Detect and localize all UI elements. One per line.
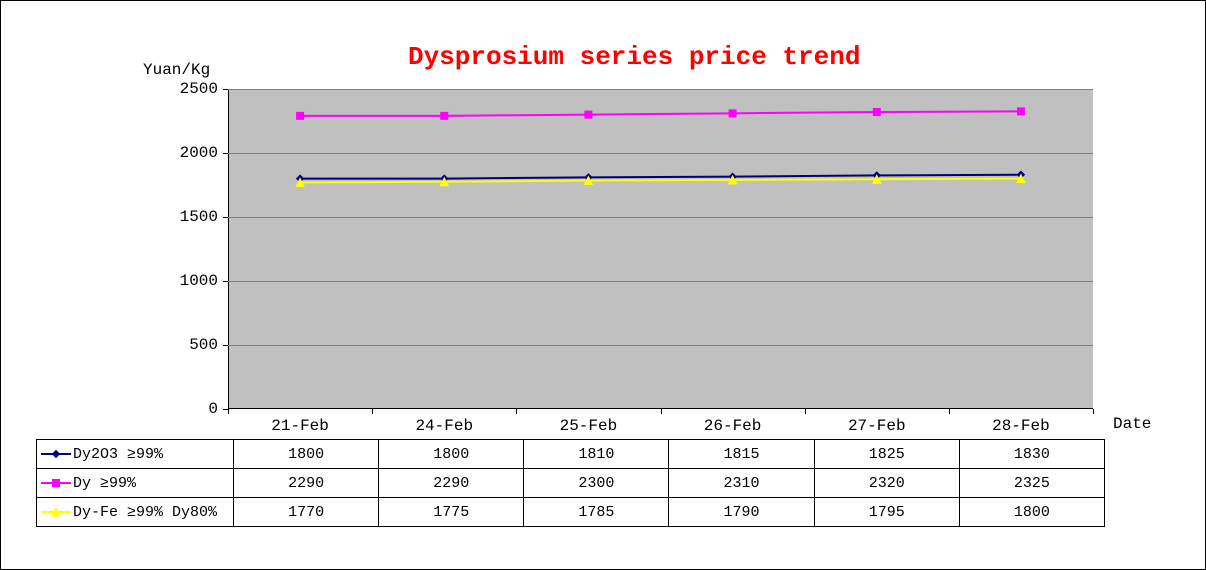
y-tick-label: 1500 <box>180 208 218 226</box>
legend-shape-icon <box>52 449 61 458</box>
series-marker <box>297 112 304 119</box>
x-tick <box>949 409 950 414</box>
x-tick-label: 24-Feb <box>415 417 473 435</box>
data-table: Dy2O3 ≥99%180018001810181518251830 Dy ≥9… <box>36 439 1105 527</box>
x-tick <box>228 409 229 414</box>
x-tick <box>805 409 806 414</box>
y-tick <box>223 281 228 282</box>
table-cell: 1815 <box>669 440 814 469</box>
table-cell: 2290 <box>234 469 379 498</box>
series-marker <box>441 112 448 119</box>
chart-svg <box>228 89 1093 409</box>
table-cell: 2320 <box>814 469 959 498</box>
x-tick-label: 21-Feb <box>271 417 329 435</box>
x-tick <box>516 409 517 414</box>
y-tick <box>223 89 228 90</box>
table-row: Dy ≥99%229022902300231023202325 <box>37 469 1105 498</box>
x-tick <box>1093 409 1094 414</box>
y-tick-label: 2000 <box>180 144 218 162</box>
table-cell: 1800 <box>379 440 524 469</box>
table-cell: 2310 <box>669 469 814 498</box>
table-cell: 1790 <box>669 498 814 527</box>
table-cell: 2325 <box>959 469 1104 498</box>
table-cell: 1800 <box>234 440 379 469</box>
table-cell: 1800 <box>959 498 1104 527</box>
legend-marker <box>41 478 71 488</box>
series-line <box>300 175 1021 179</box>
plot-area: 0500100015002000250021-Feb24-Feb25-Feb26… <box>228 89 1093 409</box>
y-tick-label: 2500 <box>180 80 218 98</box>
series-marker <box>585 111 592 118</box>
table-cell: 1825 <box>814 440 959 469</box>
table-cell: 1775 <box>379 498 524 527</box>
gridline <box>228 217 1093 218</box>
title-line-1: Dysprosium series price trend <box>408 42 860 72</box>
table-cell: 1785 <box>524 498 669 527</box>
series-marker <box>873 109 880 116</box>
series-name: Dy2O3 ≥99% <box>73 446 163 463</box>
series-marker <box>1017 108 1024 115</box>
x-axis-label: Date <box>1113 415 1151 433</box>
table-cell: 1810 <box>524 440 669 469</box>
table-row: Dy-Fe ≥99% Dy80% 177017751785179017951800 <box>37 498 1105 527</box>
table-row: Dy2O3 ≥99%180018001810181518251830 <box>37 440 1105 469</box>
table-cell: 1770 <box>234 498 379 527</box>
chart-container: Dysprosium series price trend in late Fe… <box>0 0 1206 570</box>
x-tick-label: 26-Feb <box>704 417 762 435</box>
legend-marker <box>41 507 71 517</box>
x-tick-label: 28-Feb <box>992 417 1050 435</box>
series-label-cell: Dy-Fe ≥99% Dy80% <box>37 498 234 527</box>
series-line <box>300 111 1021 115</box>
y-tick-label: 1000 <box>180 272 218 290</box>
x-tick <box>372 409 373 414</box>
series-label-cell: Dy ≥99% <box>37 469 234 498</box>
series-name: Dy ≥99% <box>73 475 136 492</box>
y-tick-label: 500 <box>189 336 218 354</box>
y-tick-label: 0 <box>208 400 218 418</box>
table-cell: 2300 <box>524 469 669 498</box>
series-name: Dy-Fe ≥99% Dy80% <box>73 504 217 521</box>
gridline <box>228 281 1093 282</box>
x-tick <box>661 409 662 414</box>
x-tick-label: 27-Feb <box>848 417 906 435</box>
table-cell: 1795 <box>814 498 959 527</box>
y-tick <box>223 153 228 154</box>
y-tick <box>223 345 228 346</box>
gridline <box>228 89 1093 90</box>
table-cell: 1830 <box>959 440 1104 469</box>
legend-shape-icon <box>51 507 61 517</box>
y-axis-label: Yuan/Kg <box>143 61 210 79</box>
series-marker <box>729 110 736 117</box>
y-tick <box>223 217 228 218</box>
gridline <box>228 345 1093 346</box>
legend-shape-icon <box>52 478 61 487</box>
series-label-cell: Dy2O3 ≥99% <box>37 440 234 469</box>
gridline <box>228 153 1093 154</box>
legend-marker <box>41 449 71 459</box>
x-tick-label: 25-Feb <box>560 417 618 435</box>
table-cell: 2290 <box>379 469 524 498</box>
